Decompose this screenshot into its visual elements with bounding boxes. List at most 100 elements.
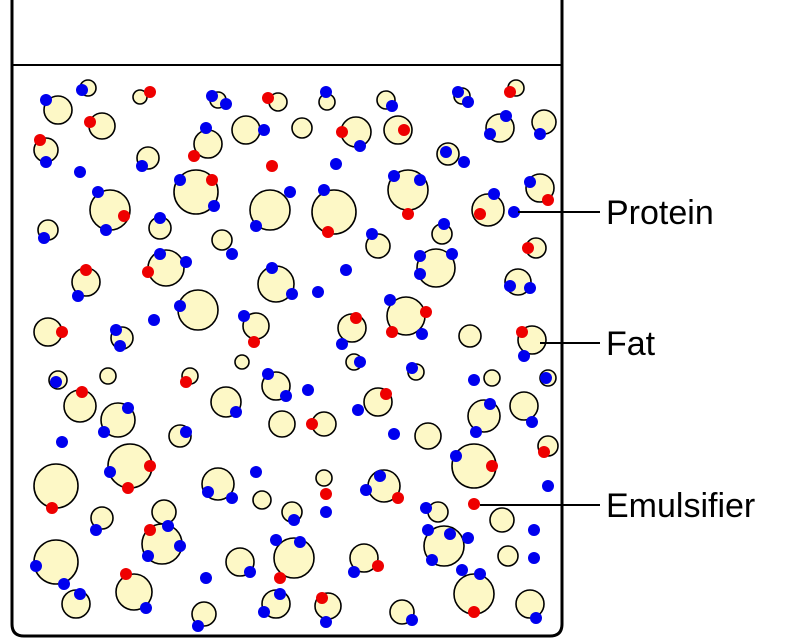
- protein-particle: [320, 616, 332, 628]
- protein-particle: [384, 294, 396, 306]
- emulsifier-particle: [542, 194, 554, 206]
- fat-droplet: [234, 354, 250, 370]
- fat-droplet: [458, 324, 482, 348]
- protein-particle: [250, 220, 262, 232]
- protein-particle: [200, 122, 212, 134]
- protein-particle: [30, 560, 42, 572]
- emulsifier-particle: [380, 388, 392, 400]
- protein-particle: [528, 524, 540, 536]
- emulsifier-particle: [84, 116, 96, 128]
- emulsifier-particle: [398, 124, 410, 136]
- protein-particle: [238, 310, 250, 322]
- protein-particle: [452, 86, 464, 98]
- protein-particle: [100, 224, 112, 236]
- protein-particle: [110, 324, 122, 336]
- emulsifier-particle: [122, 482, 134, 494]
- protein-particle: [374, 470, 386, 482]
- fat-droplet: [252, 490, 272, 510]
- protein-particle: [58, 578, 70, 590]
- protein-particle: [226, 492, 238, 504]
- emulsifier-particle: [266, 160, 278, 172]
- protein-particle: [386, 100, 398, 112]
- protein-particle: [220, 98, 232, 110]
- protein-particle: [122, 402, 134, 414]
- protein-particle: [348, 566, 360, 578]
- protein-particle: [438, 218, 450, 230]
- fat-droplet: [147, 249, 185, 287]
- protein-particle: [444, 528, 456, 540]
- protein-particle: [302, 384, 314, 396]
- protein-particle: [226, 248, 238, 260]
- protein-particle: [458, 156, 470, 168]
- emulsifier-particle: [372, 560, 384, 572]
- emulsifier-particle: [386, 326, 398, 338]
- emulsifier-particle: [538, 446, 550, 458]
- protein-particle: [154, 248, 166, 260]
- protein-particle: [148, 314, 160, 326]
- emulsifier-particle: [120, 568, 132, 580]
- fat-droplet: [90, 506, 114, 530]
- protein-particle: [230, 406, 242, 418]
- emulsifier-particle: [46, 502, 58, 514]
- protein-particle: [312, 286, 324, 298]
- protein-particle: [440, 146, 452, 158]
- protein-particle: [74, 588, 86, 600]
- fat-droplet: [268, 410, 296, 438]
- protein-particle: [270, 534, 282, 546]
- protein-particle: [518, 350, 530, 362]
- emulsifier-particle: [144, 86, 156, 98]
- fat-droplet: [211, 229, 233, 251]
- emulsifier-particle: [144, 524, 156, 536]
- fat-droplet: [231, 115, 261, 145]
- emulsifier-particle: [34, 134, 46, 146]
- protein-particle: [192, 620, 204, 632]
- protein-particle: [174, 174, 186, 186]
- fat-droplet: [416, 248, 456, 288]
- protein-particle: [340, 264, 352, 276]
- protein-particle: [414, 174, 426, 186]
- fat-droplet: [33, 539, 79, 585]
- fat-droplet: [249, 189, 291, 231]
- protein-particle: [320, 506, 332, 518]
- protein-particle: [114, 340, 126, 352]
- protein-particle: [286, 288, 298, 300]
- protein-particle: [76, 84, 88, 96]
- protein-particle: [354, 140, 366, 152]
- fat-droplet: [33, 463, 79, 509]
- emulsifier-particle: [516, 326, 528, 338]
- emulsifier-particle: [188, 150, 200, 162]
- fat-label: Fat: [606, 325, 656, 363]
- emulsifier-particle: [142, 266, 154, 278]
- protein-particle: [294, 536, 306, 548]
- fat-droplet: [414, 422, 442, 450]
- protein-particle: [462, 532, 474, 544]
- protein-particle: [56, 436, 68, 448]
- protein-particle: [258, 606, 270, 618]
- protein-particle: [50, 376, 62, 388]
- protein-particle: [74, 166, 86, 178]
- protein-particle: [526, 416, 538, 428]
- protein-particle: [162, 520, 174, 532]
- protein-particle: [388, 170, 400, 182]
- protein-particle: [154, 212, 166, 224]
- protein-particle: [174, 300, 186, 312]
- emulsifier-particle: [350, 312, 362, 324]
- protein-particle: [366, 228, 378, 240]
- emulsifier-particle: [144, 460, 156, 472]
- emulsifier-particle: [522, 242, 534, 254]
- protein-particle: [266, 262, 278, 274]
- protein-particle: [504, 280, 516, 292]
- emulsifier-particle: [206, 174, 218, 186]
- protein-particle: [426, 554, 438, 566]
- protein-particle: [262, 368, 274, 380]
- emulsifier-particle: [504, 86, 516, 98]
- protein-particle: [540, 372, 552, 384]
- protein-particle: [104, 466, 116, 478]
- protein-particle: [288, 514, 300, 526]
- emulsifier-particle: [468, 606, 480, 618]
- fat-droplet: [273, 537, 315, 579]
- protein-particle: [200, 572, 212, 584]
- protein-particle: [206, 90, 218, 102]
